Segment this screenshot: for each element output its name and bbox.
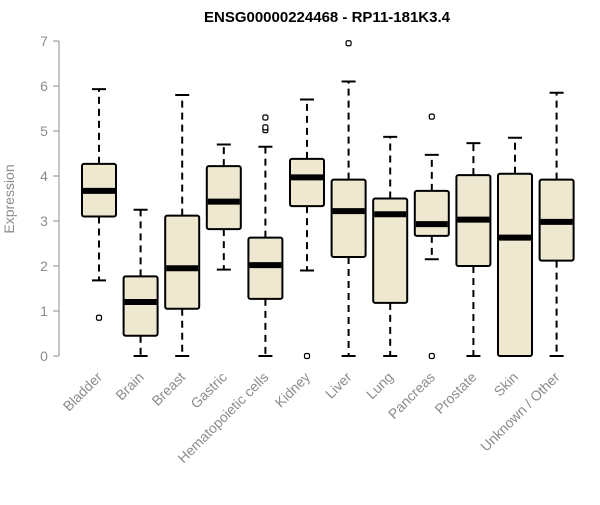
x-category-label: Skin bbox=[491, 369, 522, 400]
outlier-point bbox=[345, 40, 352, 47]
x-category-label: Kidney bbox=[272, 369, 314, 411]
box-iqr bbox=[122, 275, 159, 337]
x-category-label: Brain bbox=[112, 369, 146, 403]
box-iqr bbox=[497, 172, 533, 357]
box-iqr bbox=[413, 189, 450, 237]
box-group bbox=[81, 88, 117, 321]
outlier-point bbox=[95, 314, 103, 321]
y-axis-label: Expression bbox=[1, 164, 17, 233]
y-tick-label: 4 bbox=[40, 168, 48, 184]
box-iqr bbox=[330, 178, 367, 259]
box-iqr bbox=[372, 197, 409, 304]
y-tick-label: 6 bbox=[40, 78, 48, 94]
chart-title: ENSG00000224468 - RP11-181K3.4 bbox=[204, 9, 451, 26]
outlier-point bbox=[303, 352, 311, 360]
box-group bbox=[289, 98, 325, 360]
x-category-label: Breast bbox=[148, 369, 188, 409]
y-tick-label: 0 bbox=[40, 348, 48, 364]
x-category-label: Bladder bbox=[60, 369, 106, 415]
box-iqr bbox=[164, 214, 201, 310]
box-iqr bbox=[289, 157, 325, 208]
box-group bbox=[497, 136, 533, 357]
y-tick-label: 3 bbox=[40, 213, 48, 229]
box-group bbox=[247, 114, 284, 357]
outlier-point bbox=[262, 114, 269, 121]
outlier-point bbox=[428, 352, 435, 360]
y-tick-label: 7 bbox=[40, 33, 48, 49]
y-tick-label: 2 bbox=[40, 258, 48, 274]
x-category-label: Liver bbox=[322, 369, 355, 402]
x-category-label: Lung bbox=[363, 369, 396, 402]
box-group bbox=[413, 113, 450, 360]
box-group bbox=[538, 91, 575, 357]
outlier-point bbox=[262, 124, 269, 131]
y-axis: 0 1 2 3 4 5 6 7 bbox=[40, 33, 60, 364]
box-group bbox=[164, 94, 201, 357]
box-group bbox=[455, 142, 492, 357]
outlier-point bbox=[428, 113, 435, 120]
box-iqr bbox=[247, 236, 284, 300]
x-category-label: Prostate bbox=[431, 369, 479, 417]
y-tick-label: 5 bbox=[40, 123, 48, 139]
box-group bbox=[330, 40, 367, 357]
box-iqr bbox=[205, 165, 242, 231]
x-category-label: Unknown / Other bbox=[477, 369, 563, 455]
box-group bbox=[205, 143, 242, 271]
y-tick-label: 1 bbox=[40, 303, 48, 319]
box-group bbox=[372, 135, 409, 357]
boxes-layer bbox=[81, 40, 575, 360]
box-group bbox=[122, 208, 159, 357]
